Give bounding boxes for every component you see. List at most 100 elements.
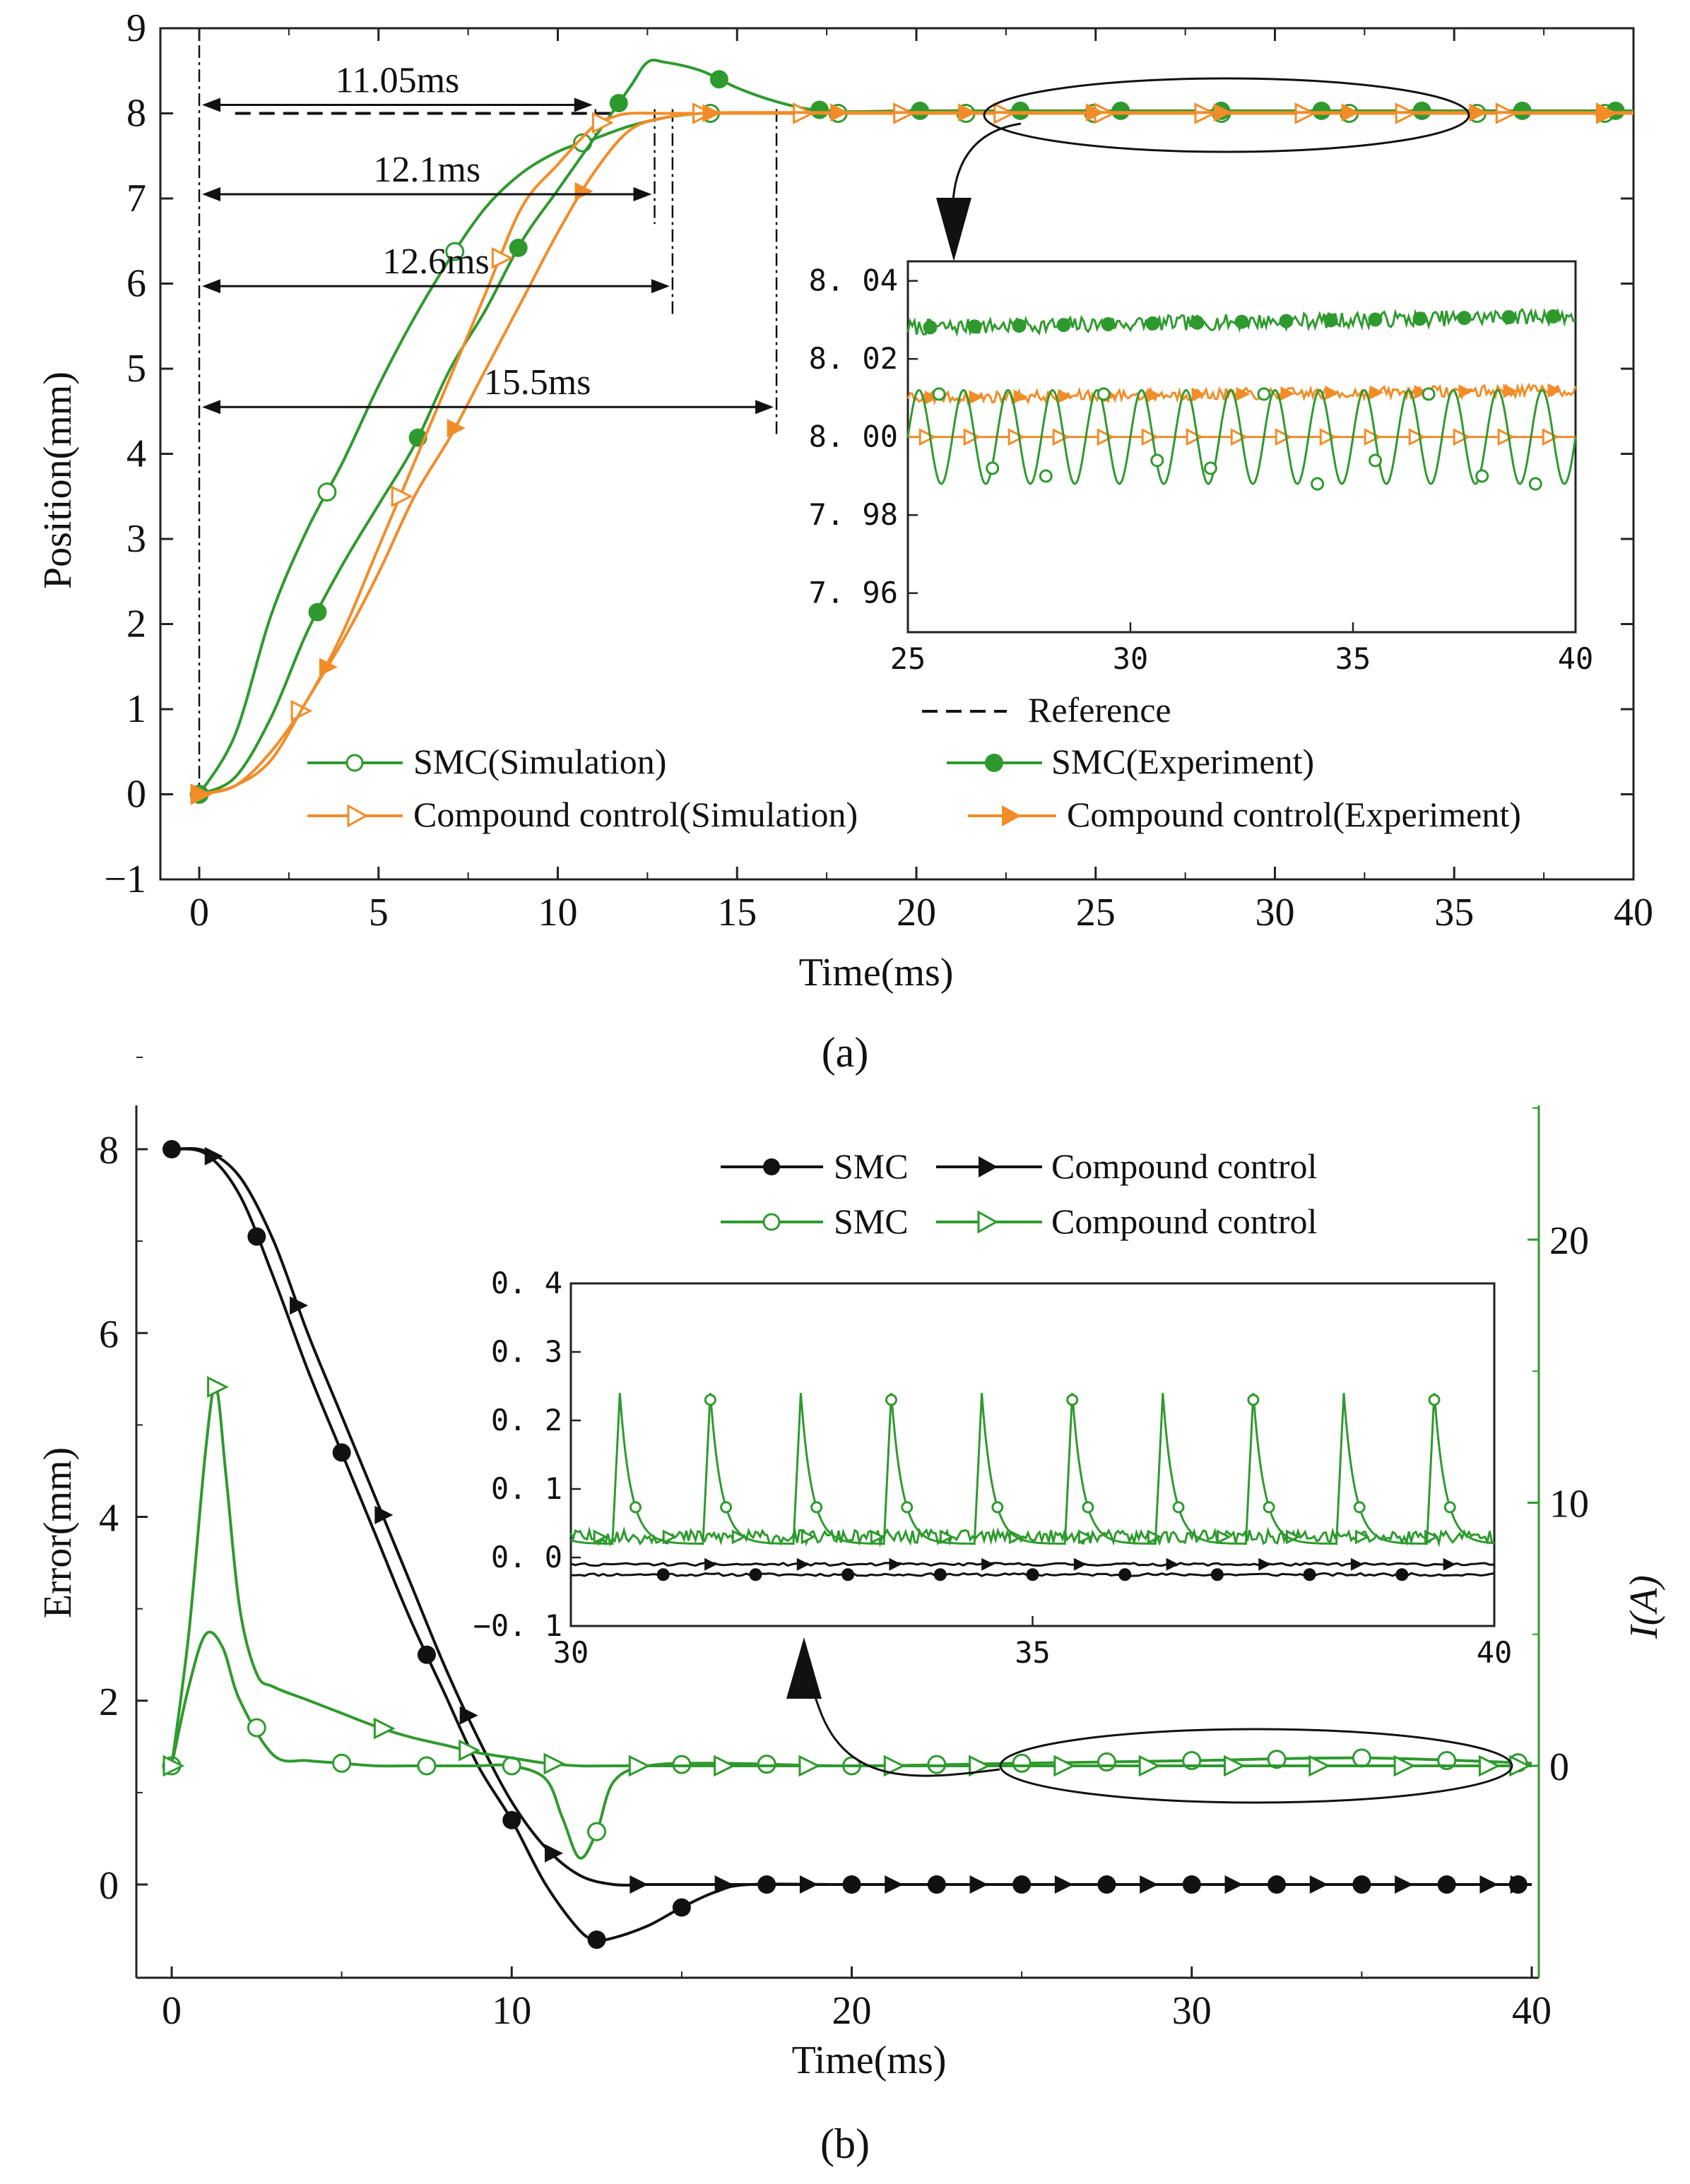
a-inset-marker — [1145, 316, 1160, 331]
b-series-marker — [714, 1755, 735, 1777]
a-inset-marker — [1052, 428, 1070, 446]
b-series-marker — [587, 1822, 607, 1841]
a-annotation-label: 11.05ms — [336, 60, 460, 100]
legend-cc-exp-label: Compound control(Experiment) — [1067, 795, 1521, 834]
b-inset-marker — [593, 1529, 608, 1545]
a-ytick-label: 9 — [126, 6, 146, 50]
a-series-marker — [810, 100, 829, 119]
a-series-marker — [491, 247, 514, 269]
b-inset-marker — [749, 1568, 762, 1581]
b-ytick-label: 4 — [99, 1497, 119, 1541]
panel-b-zoom-arrowhead — [786, 1637, 822, 1699]
a-xtick-label: 30 — [1255, 891, 1295, 934]
a-xtick-label: 25 — [1076, 891, 1116, 934]
b-inset-marker — [841, 1568, 855, 1581]
b-xtick-label: 40 — [1512, 1989, 1552, 2033]
a-inset-xtick-label: 40 — [1558, 641, 1594, 676]
a-inset-marker — [1408, 428, 1426, 446]
a-inset-marker — [1528, 477, 1542, 491]
a-ytick-label: 8 — [126, 92, 146, 136]
a-series-marker — [1085, 103, 1104, 122]
b-inset-marker — [1443, 1557, 1456, 1571]
a-series-marker — [1513, 101, 1532, 120]
panel-a: 0 5 10 15 20 25 30 35 40 −1 0 1 2 3 4 5 6 7 8 9 11.05ms 12.1… — [36, 6, 1653, 1076]
a-inset-marker — [963, 428, 981, 446]
b-series-marker — [1352, 1748, 1371, 1768]
b-inset-marker — [1166, 1557, 1179, 1571]
b-series-marker — [1308, 1755, 1331, 1777]
b-inset-ytick-label: 0. 4 — [491, 1266, 562, 1300]
a-inset-marker — [1369, 385, 1384, 400]
panel-b-zoom-ellipse — [999, 1728, 1513, 1804]
a-inset-marker — [1414, 384, 1429, 399]
a-inset-marker — [1475, 469, 1489, 483]
legend-b-cc-green-marker — [977, 1210, 999, 1234]
b-series-marker — [204, 1146, 223, 1165]
b-inset-marker — [901, 1501, 914, 1514]
a-inset-marker — [1008, 428, 1026, 446]
a-inset-marker — [1325, 386, 1340, 400]
a-annotation-label: 12.1ms — [373, 150, 480, 190]
a-inset-marker — [1279, 314, 1294, 328]
a-inset-marker — [1230, 428, 1248, 446]
a-series-marker — [1011, 101, 1030, 120]
legend-b-smc-black-marker — [763, 1158, 780, 1175]
panel-b-caption: (b) — [820, 2120, 870, 2167]
a-annotation-label: 12.6ms — [382, 242, 490, 282]
b-inset-ytick-label: 0. 2 — [491, 1403, 562, 1437]
a-inset-marker — [1101, 316, 1116, 331]
a-inset-marker — [1280, 386, 1295, 401]
a-xtick-label: 0 — [189, 891, 209, 934]
b-series-marker — [374, 1505, 394, 1524]
b-inset-green-noisy — [569, 1526, 1495, 1548]
b-ytick-label: 6 — [99, 1312, 119, 1356]
a-series-marker — [958, 103, 977, 122]
a-inset-marker — [1422, 387, 1436, 401]
a-inset-marker — [1542, 428, 1560, 446]
b-inset-marker — [731, 1529, 747, 1545]
b-inset-marker — [1210, 1568, 1224, 1581]
b-inset-marker — [933, 1568, 947, 1581]
a-series-marker — [447, 419, 466, 438]
panel-a-guides — [198, 45, 778, 795]
b-series-marker — [1267, 1750, 1287, 1769]
a-inset-marker — [1097, 387, 1111, 401]
a-inset-marker — [923, 320, 938, 335]
b-series-marker — [798, 1755, 821, 1777]
panel-a-series — [189, 59, 1633, 805]
panel-b-ticks: 0 10 20 30 40 0 2 4 6 8 0 10 20 — [99, 1056, 1589, 2033]
a-annotation-head-left — [202, 97, 220, 112]
a-inset-marker — [1323, 313, 1338, 328]
a-inset-marker — [986, 461, 1000, 475]
a-series-marker — [609, 94, 628, 113]
panel-b: 0 10 20 30 40 0 2 4 6 8 0 10 20 Time(ms) Error(mm) I… — [36, 1056, 1666, 2167]
a-series-marker — [308, 603, 327, 622]
a-inset-marker — [1058, 388, 1072, 403]
b-inset-marker — [1147, 1529, 1162, 1545]
b-inset-marker — [656, 1568, 670, 1581]
b-series-marker — [247, 1718, 266, 1738]
panel-b-legend: SMC Compound control SMC Compound contro… — [721, 1146, 1317, 1241]
b-inset-ytick-label: 0. 0 — [491, 1540, 562, 1574]
b-inset-marker — [1247, 1394, 1260, 1406]
a-inset-marker — [1039, 469, 1053, 483]
a-inset-marker — [1501, 310, 1516, 325]
b-series-marker — [672, 1898, 691, 1917]
a-inset-marker — [932, 387, 946, 401]
panel-b-inset: 30 35 40 0. 4 0. 3 0. 2 0. 1 0. 0 −0. 1 — [473, 1266, 1513, 1670]
b-inset-marker — [704, 1394, 716, 1406]
a-series-marker — [911, 101, 930, 120]
b-series-marker — [207, 1376, 229, 1399]
legend-b-cc-black-label: Compound control — [1051, 1146, 1317, 1186]
b-series-marker — [714, 1875, 733, 1894]
legend-smc-exp-marker — [985, 754, 1003, 772]
a-inset-marker — [1257, 387, 1271, 401]
a-inset-marker — [1547, 383, 1562, 398]
a-series-marker — [1312, 101, 1331, 120]
a-ytick-label: 7 — [126, 177, 146, 220]
a-inset-marker — [1013, 389, 1028, 404]
a-inset-marker — [1457, 311, 1472, 326]
panel-a-inset-ticks: 25 30 35 40 8. 04 8. 02 8. 00 7. 98 7. 96 — [809, 263, 1594, 676]
b-series-line — [170, 1630, 1532, 1860]
b-inset-ytick-label: 0. 1 — [491, 1471, 562, 1506]
